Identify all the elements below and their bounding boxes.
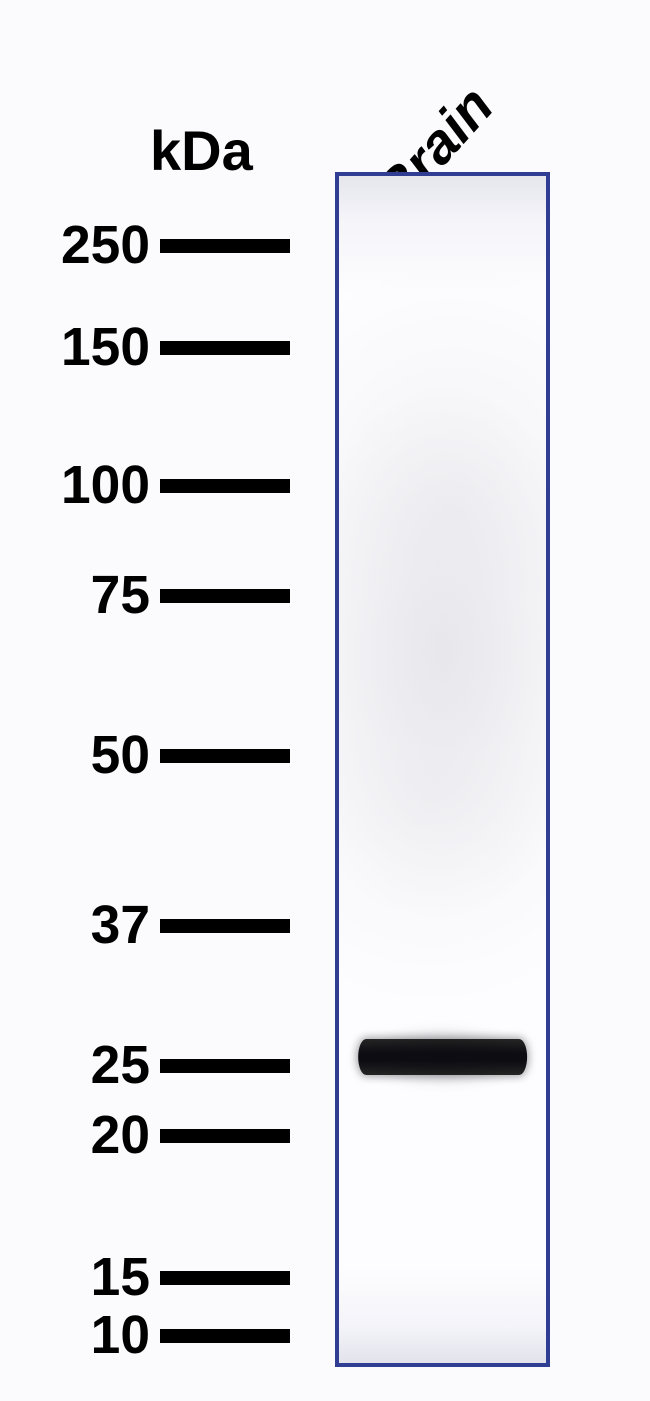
marker-row: 250: [30, 215, 320, 276]
marker-label: 10: [30, 1305, 150, 1366]
marker-dash: [160, 1329, 290, 1343]
marker-label: 100: [30, 455, 150, 516]
marker-label: 250: [30, 215, 150, 276]
marker-ladder: 250 150 100 75 50 37 25 20 1510: [30, 0, 320, 1401]
lane-edge-fade: [339, 176, 546, 1363]
marker-row: 10: [30, 1305, 320, 1366]
blot-lane-1: [335, 172, 550, 1367]
marker-label: 20: [30, 1105, 150, 1166]
marker-dash: [160, 239, 290, 253]
marker-dash: [160, 589, 290, 603]
marker-dash: [160, 341, 290, 355]
marker-row: 37: [30, 895, 320, 956]
marker-dash: [160, 749, 290, 763]
marker-label: 15: [30, 1247, 150, 1308]
lane-background: [339, 176, 546, 1363]
marker-row: 20: [30, 1105, 320, 1166]
marker-dash: [160, 1129, 290, 1143]
marker-dash: [160, 1059, 290, 1073]
marker-label: 75: [30, 565, 150, 626]
marker-row: 75: [30, 565, 320, 626]
marker-row: 100: [30, 455, 320, 516]
marker-label: 150: [30, 317, 150, 378]
marker-dash: [160, 479, 290, 493]
marker-row: 50: [30, 725, 320, 786]
marker-label: 37: [30, 895, 150, 956]
marker-dash: [160, 919, 290, 933]
marker-label: 50: [30, 725, 150, 786]
marker-row: 15: [30, 1247, 320, 1308]
marker-label: 25: [30, 1035, 150, 1096]
band: [358, 1039, 528, 1075]
western-blot-figure: kDa Brain 25015010075503725201510: [0, 0, 650, 1401]
marker-dash: [160, 1271, 290, 1285]
marker-row: 25: [30, 1035, 320, 1096]
marker-row: 150: [30, 317, 320, 378]
